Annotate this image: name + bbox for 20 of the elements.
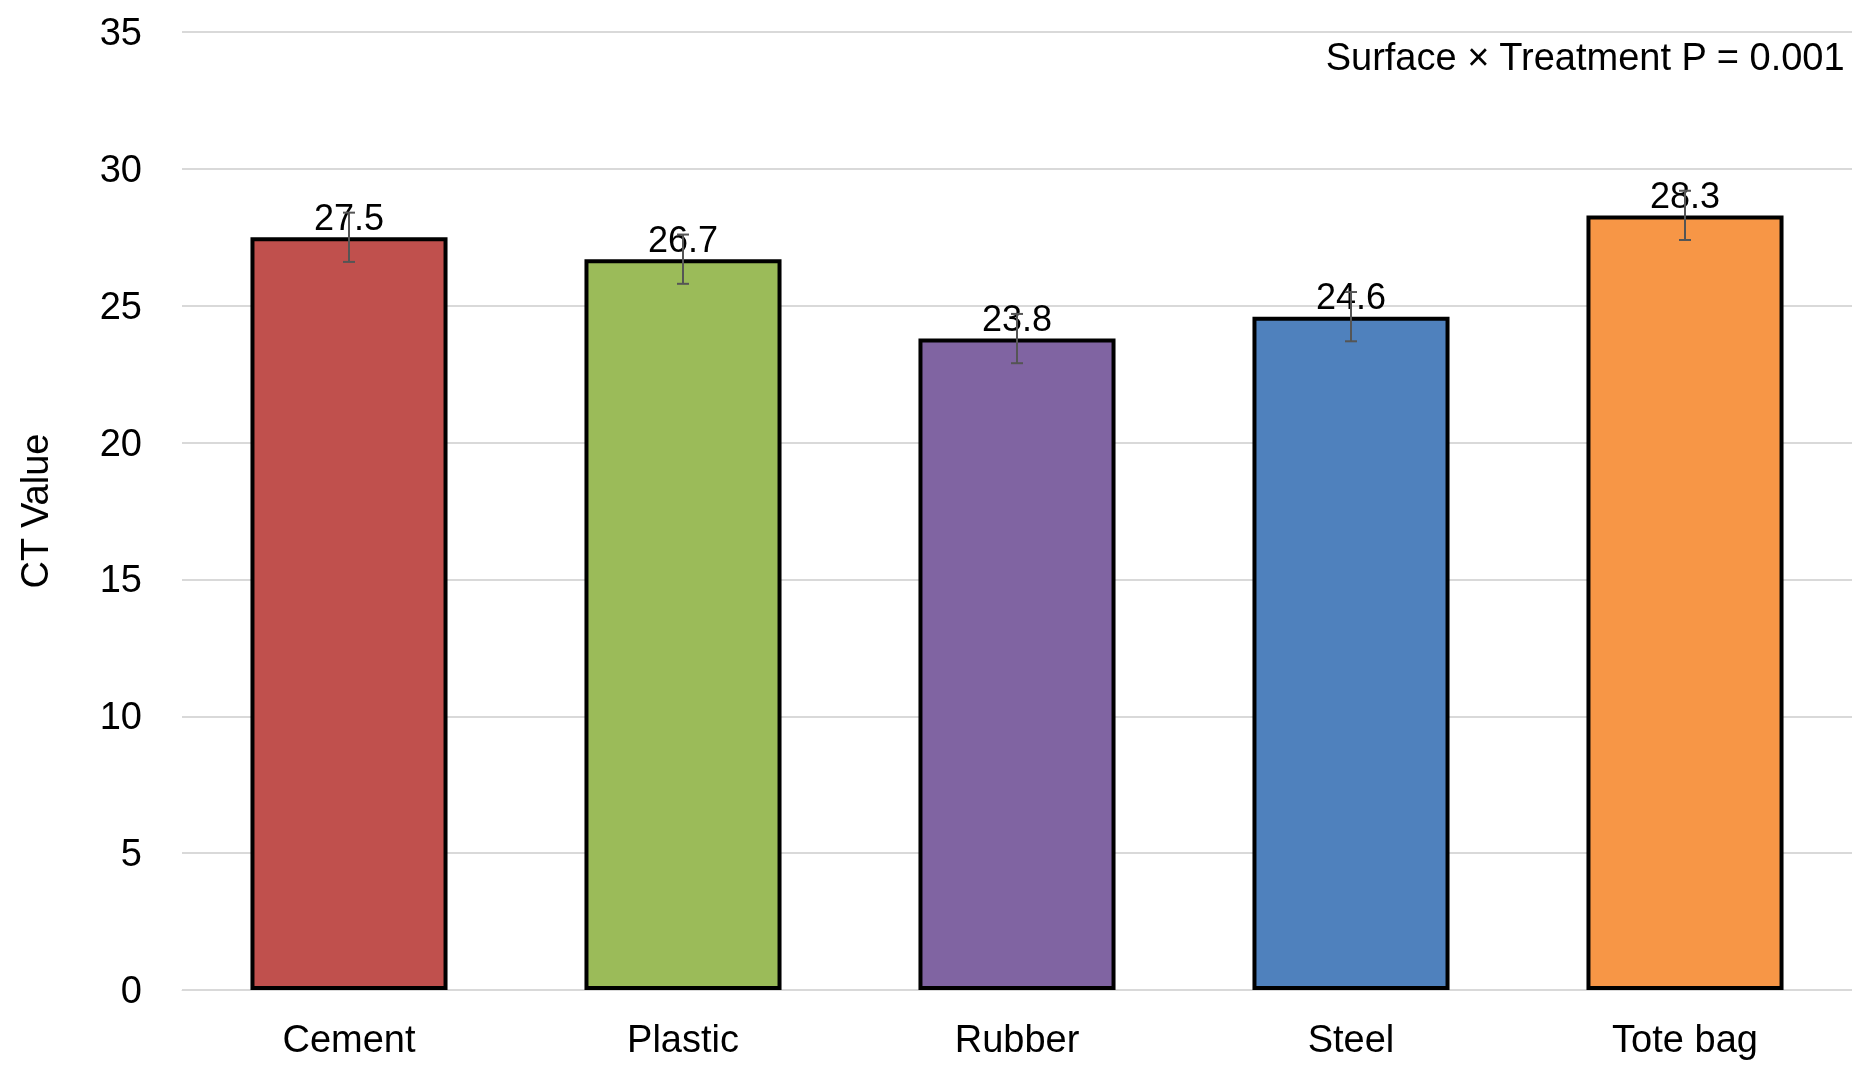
x-tick-label: Plastic bbox=[627, 1018, 739, 1060]
data-label: 28.3 bbox=[1649, 174, 1721, 216]
data-label: 24.6 bbox=[1315, 276, 1387, 318]
y-axis-title: CT Value bbox=[14, 433, 56, 589]
y-tick-label: 10 bbox=[99, 695, 142, 738]
data-label: 23.8 bbox=[981, 298, 1053, 340]
y-tick-label: 5 bbox=[120, 832, 142, 875]
x-tick-label: Cement bbox=[282, 1018, 416, 1060]
x-tick-label: Steel bbox=[1307, 1018, 1395, 1060]
y-tick-label: 20 bbox=[99, 421, 142, 464]
x-tick-label: Rubber bbox=[954, 1018, 1080, 1060]
y-tick-label: 0 bbox=[120, 969, 142, 1011]
y-tick-label: 25 bbox=[99, 284, 142, 327]
y-tick-label: 15 bbox=[99, 558, 142, 601]
x-tick-label: Tote bag bbox=[1612, 1018, 1758, 1060]
data-label: 27.5 bbox=[313, 196, 385, 238]
data-label: 26.7 bbox=[647, 218, 719, 260]
annotation: Surface × Treatment P = 0.001 bbox=[1325, 36, 1845, 78]
y-tick-label: 35 bbox=[99, 11, 142, 53]
y-tick-label: 30 bbox=[99, 147, 142, 190]
